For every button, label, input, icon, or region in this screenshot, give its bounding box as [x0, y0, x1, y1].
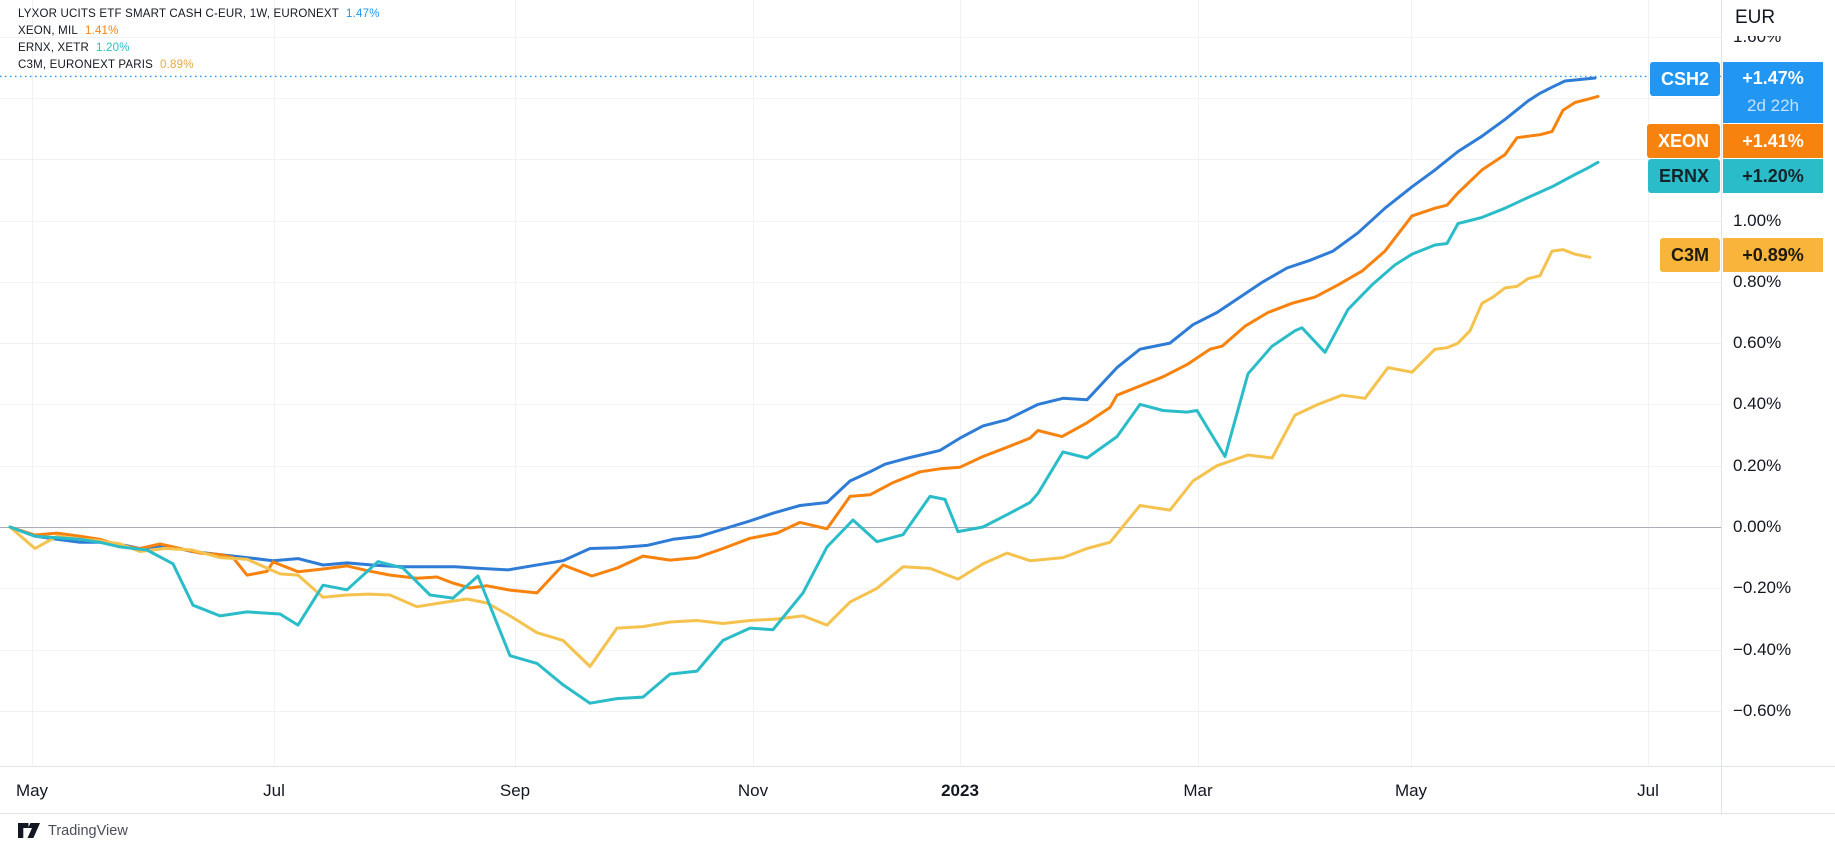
series-tag-c3m: C3M [1659, 238, 1720, 272]
legend-item-xeon[interactable]: XEON, MIL 1.41% [18, 25, 380, 42]
chart-canvas[interactable] [0, 0, 1721, 766]
legend-label: LYXOR UCITS ETF SMART CASH C-EUR, 1W, EU… [18, 8, 340, 20]
series-tag-xeon: XEON [1646, 124, 1720, 158]
tradingview-attribution[interactable]: TradingView [18, 822, 128, 839]
y-axis-tick-label: −0.20% [1733, 578, 1792, 598]
y-axis-tick-label: 0.80% [1733, 271, 1782, 291]
price-badge-value: +1.20% [1742, 166, 1804, 186]
legend-value: 1.41% [84, 25, 119, 37]
price-badge-value: +1.47% [1742, 68, 1804, 88]
x-axis-tick-label: Nov [737, 781, 769, 800]
legend-value: 1.47% [346, 8, 380, 20]
tradingview-label: TradingView [48, 822, 128, 839]
y-axis-tick-label: 0.20% [1733, 455, 1782, 475]
price-badge-value: +0.89% [1742, 245, 1804, 265]
legend-label: XEON, MIL [18, 25, 78, 37]
y-axis-tick-label: 1.00% [1733, 210, 1782, 230]
x-axis-tick-label: 2023 [941, 781, 979, 800]
y-axis-tick-label: −0.60% [1733, 700, 1792, 720]
price-badge-xeon: +1.41% [1723, 124, 1823, 158]
series-tag-csh2: CSH2 [1649, 62, 1720, 96]
tradingview-logo-icon [18, 823, 40, 838]
x-axis-tick-label: Sep [499, 781, 531, 800]
legend-value: 0.89% [160, 59, 194, 71]
series-line-ernx [8, 160, 1600, 705]
price-badge-value: +1.41% [1742, 131, 1804, 151]
x-axis-tick-label: May [15, 781, 49, 800]
time-axis[interactable]: May Jul Sep Nov 2023 Mar May Jul [0, 766, 1835, 815]
bar-countdown: 2d 22h [1747, 96, 1799, 115]
legend-value: 1.20% [96, 42, 130, 54]
price-badge-ernx: +1.20% [1723, 159, 1823, 193]
price-badge-c3m: +0.89% [1723, 238, 1823, 272]
chart-pane[interactable]: LYXOR UCITS ETF SMART CASH C-EUR, 1W, EU… [0, 0, 1721, 766]
legend-label: C3M, EURONEXT PARIS [18, 59, 154, 71]
series-line-c3m [8, 248, 1592, 668]
gridlines [0, 0, 1721, 766]
currency-label[interactable]: EUR [1722, 0, 1835, 36]
y-axis-tick-label: 0.00% [1733, 517, 1782, 536]
legend-item-ernx[interactable]: ERNX, XETR 1.20% [18, 42, 380, 59]
series-line-csh2 [8, 76, 1597, 572]
legend-label: ERNX, XETR [18, 42, 90, 54]
y-axis-tick-label: −0.40% [1733, 639, 1792, 659]
legend: LYXOR UCITS ETF SMART CASH C-EUR, 1W, EU… [18, 8, 380, 76]
legend-item-c3m[interactable]: C3M, EURONEXT PARIS 0.89% [18, 59, 380, 76]
x-axis-tick-label: Jul [263, 781, 285, 800]
price-axis[interactable]: 1.60% 1.00% 0.80% 0.60% 0.40% 0.20% 0.00% −0.20… [1721, 0, 1835, 766]
y-axis-tick-label: 0.40% [1733, 394, 1782, 414]
x-axis-tick-label: May [1394, 781, 1428, 800]
x-axis-tick-label: Jul [1637, 781, 1659, 800]
x-axis-tick-label: Mar [1183, 781, 1213, 800]
price-badge-csh2: +1.47% 2d 22h [1723, 62, 1823, 123]
axis-separator [1721, 767, 1722, 815]
series-tag-ernx: ERNX [1647, 159, 1720, 193]
y-axis-tick-label: 0.60% [1733, 333, 1782, 353]
series-line-xeon [8, 94, 1600, 595]
legend-item-csh2[interactable]: LYXOR UCITS ETF SMART CASH C-EUR, 1W, EU… [18, 8, 380, 25]
